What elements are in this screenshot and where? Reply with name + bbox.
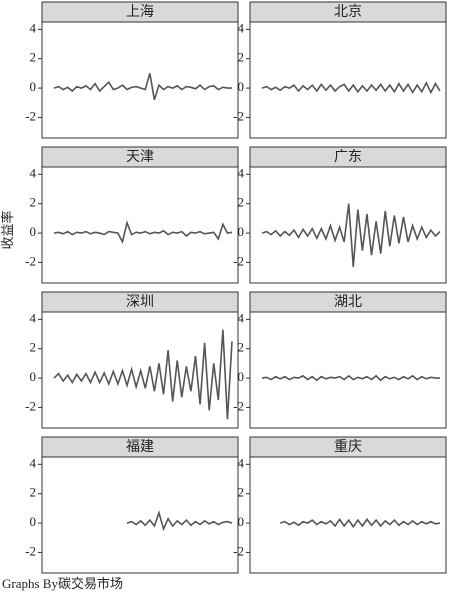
line-series xyxy=(53,220,233,245)
y-tick-label: 2 xyxy=(238,485,245,500)
y-tick-label: 4 xyxy=(238,20,245,35)
y-tick-label: 4 xyxy=(30,455,37,470)
panel-title: 上海 xyxy=(126,4,154,20)
panel-title: 湖北 xyxy=(334,294,362,310)
y-tick-label: 4 xyxy=(30,165,37,180)
y-tick-label: -2 xyxy=(25,543,36,558)
y-tick-label: 0 xyxy=(238,224,245,239)
y-tick-label: 4 xyxy=(238,455,245,470)
panel-title: 广东 xyxy=(334,149,362,165)
panel-frame xyxy=(41,21,239,139)
y-tick-label: 0 xyxy=(30,79,37,94)
y-tick-label: 2 xyxy=(238,195,245,210)
line-series xyxy=(261,203,441,267)
note: Graphs By碳交易市场 xyxy=(2,576,123,591)
panel-title: 天津 xyxy=(126,149,154,165)
line-series xyxy=(53,329,233,420)
panel-title: 北京 xyxy=(334,4,362,20)
line-series xyxy=(53,73,232,101)
y-tick-label: -2 xyxy=(233,543,244,558)
panel-title: 福建 xyxy=(126,439,154,455)
y-tick-label: 2 xyxy=(30,50,37,65)
y-tick-label: 2 xyxy=(30,340,37,355)
panel-title: 重庆 xyxy=(334,439,362,455)
y-tick-label: 2 xyxy=(238,340,245,355)
y-tick-label: -2 xyxy=(25,253,36,268)
y-tick-label: 0 xyxy=(238,79,245,94)
panel-title: 深圳 xyxy=(126,294,154,310)
panel-frame xyxy=(249,456,447,574)
y-tick-label: 2 xyxy=(30,485,37,500)
y-tick-label: 0 xyxy=(238,369,245,384)
y-tick-label: 4 xyxy=(30,20,37,35)
y-tick-label: 0 xyxy=(30,514,37,529)
line-series xyxy=(261,374,440,382)
panel-frame xyxy=(41,311,239,429)
panel-frame xyxy=(249,166,447,284)
line-series xyxy=(261,81,441,95)
y-tick-label: 4 xyxy=(30,310,37,325)
y-tick-label: 0 xyxy=(30,369,37,384)
y-tick-label: 4 xyxy=(238,165,245,180)
panel-frame xyxy=(41,166,239,284)
y-tick-label: 0 xyxy=(30,224,37,239)
panel-frame xyxy=(41,456,239,574)
panel-frame xyxy=(249,311,447,429)
y-tick-label: -2 xyxy=(233,253,244,268)
y-tick-label: 2 xyxy=(30,195,37,210)
y-tick-label: -2 xyxy=(233,398,244,413)
y-tick-label: -2 xyxy=(25,398,36,413)
y-tick-label: 0 xyxy=(238,514,245,529)
y-tick-label: 2 xyxy=(238,50,245,65)
line-series xyxy=(126,510,233,532)
y-tick-label: -2 xyxy=(25,108,36,123)
y-axis-label: 收益率 xyxy=(0,210,15,249)
y-tick-label: 4 xyxy=(238,310,245,325)
panel-frame xyxy=(249,21,447,139)
line-series xyxy=(280,518,441,529)
y-tick-label: -2 xyxy=(233,108,244,123)
